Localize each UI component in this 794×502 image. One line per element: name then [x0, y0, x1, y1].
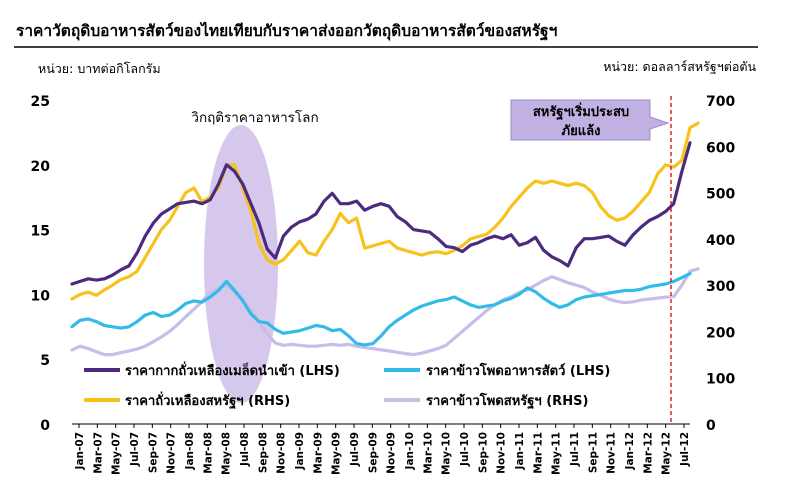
- drought-callout-line2: ภัยแล้ง: [562, 123, 601, 139]
- drought-callout: สหรัฐฯเริ่มประสบ ภัยแล้ง: [510, 99, 670, 141]
- chart-title: ราคาวัตถุดิบอาหารสัตว์ของไทยเทียบกับราคา…: [16, 21, 558, 41]
- y-left-tick-label: 20: [31, 159, 51, 175]
- y-right-tick-label: 400: [706, 233, 735, 249]
- x-tick-label: Sep-10: [477, 432, 489, 473]
- x-tick-label: Sep-11: [587, 432, 599, 473]
- legend: ราคากากถั่วเหลืองเมล็ดนำเข้า (LHS) ราคาข…: [84, 361, 610, 410]
- left-unit-label: หน่วย: บาทต่อกิโลกรัม: [38, 61, 161, 76]
- x-tick-label: Nov-08: [276, 432, 288, 474]
- y-left-tick-label: 5: [40, 353, 50, 369]
- y-left-tick-label: 15: [31, 224, 50, 240]
- x-tick-label: Mar-11: [532, 432, 544, 474]
- x-tick-label: Jul-08: [239, 432, 251, 467]
- x-tick-label: May-07: [111, 432, 123, 475]
- legend-label-thai-corn: ราคาข้าวโพดอาหารสัตว์ (LHS): [426, 362, 610, 379]
- x-tick-label: May-11: [551, 432, 563, 475]
- x-tick-label: Jan-12: [624, 432, 636, 470]
- x-tick-label: Nov-07: [166, 432, 178, 474]
- x-tick-label: Jul-09: [349, 432, 361, 467]
- x-tick-label: Jul-07: [129, 432, 141, 467]
- x-tick-label: Jan-10: [404, 432, 416, 470]
- x-tick-label: Mar-09: [312, 432, 324, 474]
- series-line-1: [70, 272, 692, 347]
- x-tick-label: Mar-08: [202, 432, 214, 474]
- right-unit-label: หน่วย: ดอลลาร์สหรัฐฯต่อตัน: [603, 59, 756, 74]
- x-tick-label: Jan-09: [294, 432, 306, 470]
- x-tick-label: Mar-07: [92, 432, 104, 474]
- x-tick-label: Sep-07: [147, 432, 159, 473]
- drought-callout-box: [510, 99, 670, 141]
- x-tick-label: May-10: [441, 432, 453, 475]
- y-right-tick-label: 600: [706, 140, 735, 156]
- x-tick-label: Jul-12: [679, 432, 691, 467]
- x-tick-label: Nov-11: [606, 432, 618, 474]
- y-right-tick-label: 700: [706, 94, 735, 110]
- series-line-2: [70, 121, 700, 301]
- y-right-tick-label: 0: [706, 418, 716, 434]
- crisis-highlight-ellipse: [204, 125, 278, 403]
- series-line-3: [70, 267, 700, 357]
- legend-label-soymeal: ราคากากถั่วเหลืองเมล็ดนำเข้า (LHS): [125, 361, 340, 379]
- x-tick-label: Jul-10: [459, 432, 471, 467]
- x-tick-label: Jul-11: [569, 432, 581, 467]
- y-right-tick-label: 200: [706, 325, 735, 341]
- x-tick-label: Mar-10: [422, 432, 434, 474]
- series-line-0: [70, 141, 692, 286]
- legend-label-us-corn: ราคาข้าวโพดสหรัฐฯ (RHS): [426, 392, 588, 410]
- x-tick-label: Jan-08: [184, 432, 196, 470]
- drought-callout-line1: สหรัฐฯเริ่มประสบ: [533, 102, 629, 121]
- x-tick-label: Jan-07: [74, 432, 86, 470]
- x-tick-label: Nov-10: [496, 432, 508, 474]
- x-tick-label: Mar-12: [642, 432, 654, 474]
- y-left-tick-label: 25: [31, 94, 50, 110]
- y-left-tick-label: 10: [31, 288, 51, 304]
- crisis-annotation: วิกฤติราคาอาหารโลก: [191, 109, 319, 126]
- x-tick-label: Jan-11: [514, 432, 526, 470]
- x-tick-label: Nov-09: [386, 432, 398, 474]
- y-right-tick-label: 500: [706, 187, 735, 203]
- y-right-tick-label: 300: [706, 279, 735, 295]
- x-tick-label: Sep-09: [367, 432, 379, 473]
- legend-label-us-soybean: ราคาถั่วเหลืองสหรัฐฯ (RHS): [125, 391, 290, 410]
- axes-layer: 0 5 10 15 20 25 0 100 200 300 400 500 600 700 Jan-07 Ma…: [31, 94, 736, 475]
- x-tick-label: May-09: [331, 432, 343, 475]
- y-right-tick-label: 100: [706, 372, 735, 388]
- x-tick-label: May-12: [661, 432, 673, 475]
- series-layer: [70, 121, 700, 357]
- x-tick-label: Sep-08: [257, 432, 269, 473]
- y-left-tick-label: 0: [40, 418, 50, 434]
- x-tick-label: May-08: [221, 432, 233, 475]
